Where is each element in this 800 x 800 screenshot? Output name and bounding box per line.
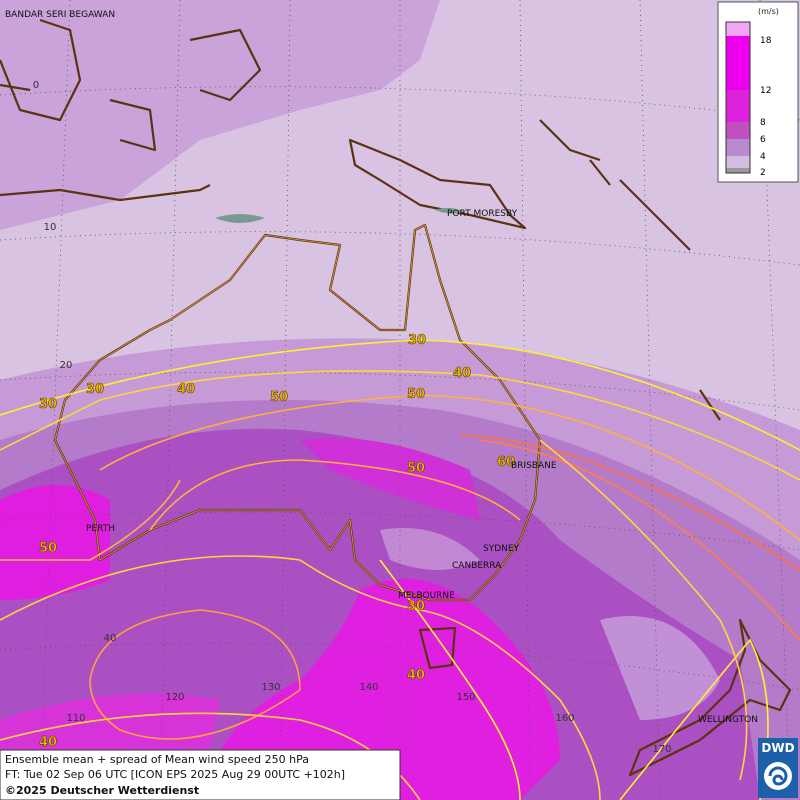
shade <box>0 0 440 230</box>
legend-tick: 8 <box>760 118 766 128</box>
footer-line: ©2025 Deutscher Wetterdienst <box>5 784 199 797</box>
lon-label: 130 <box>261 682 280 693</box>
shade <box>380 528 480 570</box>
legend-tick: 18 <box>760 36 772 46</box>
shade <box>300 438 480 520</box>
logo: DWD <box>758 738 798 798</box>
city-label: MELBOURNE <box>398 591 455 601</box>
legend-color <box>726 156 750 168</box>
city-label: WELLINGTON <box>698 715 758 725</box>
lon-label: 160 <box>555 713 574 724</box>
logo-text: DWD <box>761 741 794 755</box>
legend-color <box>726 139 750 156</box>
contour-label: 40 <box>39 735 57 750</box>
contour-label: 50 <box>39 541 57 556</box>
contour-label: 30 <box>407 599 425 614</box>
legend-unit: (m/s) <box>758 7 779 16</box>
footer-line: Ensemble mean + spread of Mean wind spee… <box>5 753 309 766</box>
lon-label: 150 <box>456 692 475 703</box>
lat-label: 10 <box>44 222 57 233</box>
lon-label: 140 <box>359 682 378 693</box>
logo-swirl <box>768 766 788 786</box>
lon-label: 170 <box>652 744 671 755</box>
contour-label: 30 <box>39 397 57 412</box>
contour-label: 50 <box>270 390 288 405</box>
legend-tick: 12 <box>760 86 771 96</box>
contour-label: 40 <box>177 382 195 397</box>
legend-color <box>726 36 750 90</box>
contour-label: 60 <box>497 455 515 470</box>
contour-label: 40 <box>453 366 471 381</box>
contour-label: 40 <box>407 668 425 683</box>
lat-label: 40 <box>104 633 117 644</box>
city-label: SYDNEY <box>483 544 520 554</box>
shade <box>200 578 560 800</box>
contour-label: 50 <box>407 461 425 476</box>
shade <box>600 616 720 720</box>
legend-color <box>726 122 750 139</box>
legend-color <box>726 90 750 122</box>
contour-label: 30 <box>86 382 104 397</box>
city-label: CANBERRA <box>452 561 502 571</box>
coastlines <box>0 18 792 777</box>
contours <box>0 339 800 800</box>
contour-label: 50 <box>407 387 425 402</box>
city-label: BANDAR SERI BEGAWAN <box>5 10 115 20</box>
city-label: PORT MORESBY <box>447 209 518 219</box>
lat-label: 20 <box>60 360 73 371</box>
lon-label: 120 <box>165 692 184 703</box>
legend-tick: 4 <box>760 152 766 162</box>
contour-label: 30 <box>408 333 426 348</box>
legend-tick: 6 <box>760 135 766 145</box>
legend-color <box>726 22 750 36</box>
legend-tick: 2 <box>760 168 766 178</box>
lake <box>215 207 465 223</box>
footer-box <box>0 749 401 800</box>
lon-label: 110 <box>66 713 85 724</box>
city-label: PERTH <box>86 524 115 534</box>
lat-label: 0 <box>33 80 39 91</box>
city-label: BRISBANE <box>511 461 557 471</box>
shade <box>0 485 110 600</box>
footer-line: FT: Tue 02 Sep 06 UTC [ICON EPS 2025 Aug… <box>5 768 345 781</box>
legend-color <box>726 168 750 173</box>
legend-frame <box>725 21 751 174</box>
legend: (m/s) 18 12 8 6 4 2 <box>717 1 799 183</box>
meridian <box>39 0 791 800</box>
